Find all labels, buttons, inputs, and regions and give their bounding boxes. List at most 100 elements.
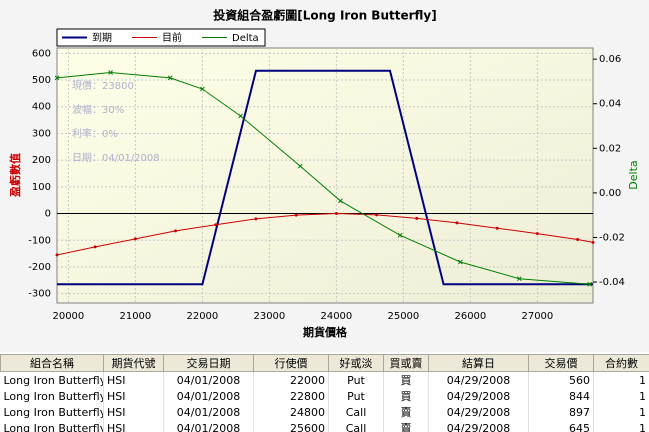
y-tick-label: -300 xyxy=(28,289,51,300)
y-tick-label: 500 xyxy=(32,75,51,86)
table-cell: Long Iron Butterfly xyxy=(0,404,104,420)
legend-label: Delta xyxy=(232,33,259,44)
table-cell: 04/29/2008 xyxy=(428,371,529,388)
column-header: 合約數 xyxy=(593,354,649,372)
point xyxy=(254,217,258,221)
column-header: 組合名稱 xyxy=(0,354,104,372)
annotation: 日期：04/01/2008 xyxy=(72,152,160,164)
point xyxy=(457,259,463,265)
y2-tick-label: 0.04 xyxy=(599,99,621,110)
table-cell: Long Iron Butterfly xyxy=(0,388,104,404)
point xyxy=(214,223,218,227)
table-cell: 04/29/2008 xyxy=(428,388,529,404)
table-cell: Call xyxy=(328,404,384,420)
table-cell: 04/29/2008 xyxy=(428,404,529,420)
y-axis-label: 盈虧數值 xyxy=(8,153,22,198)
x-tick-label: 23000 xyxy=(253,311,285,322)
table-cell: Long Iron Butterfly xyxy=(0,420,104,432)
x-tick-label: 21000 xyxy=(119,311,151,322)
point xyxy=(591,240,595,244)
annotation: 現價：23800 xyxy=(72,79,134,92)
table-row[interactable]: Long Iron Butterfly HSI 04/01/2008 25600 Cal… xyxy=(0,420,649,432)
point xyxy=(415,216,419,220)
chart-title: 投資組合盈虧圖[Long Iron Butterfly] xyxy=(213,8,436,23)
y-tick-label: -200 xyxy=(28,262,51,273)
table-cell: 賣 xyxy=(383,420,429,432)
table-cell: 賣 xyxy=(383,404,429,420)
chart: 投資組合盈虧圖[Long Iron Butterfly] 期貨價格 盈虧數值 D… xyxy=(0,0,649,352)
column-header: 交易日期 xyxy=(163,354,254,372)
x-tick-label: 27000 xyxy=(521,311,553,322)
point xyxy=(338,198,343,204)
plot-area xyxy=(56,47,594,304)
column-header: 期貨代號 xyxy=(103,354,164,372)
legend-label: 目前 xyxy=(162,31,182,44)
point xyxy=(238,113,243,119)
table-cell: Put xyxy=(328,388,384,404)
point xyxy=(516,276,522,282)
y2-tick-label: -0.04 xyxy=(599,277,625,288)
column-header: 交易價 xyxy=(528,354,594,372)
point xyxy=(294,213,298,217)
table-cell: 844 xyxy=(528,388,594,404)
point xyxy=(54,75,60,81)
table-cell: 1 xyxy=(593,404,649,420)
point xyxy=(375,213,379,217)
point xyxy=(167,75,173,81)
point xyxy=(334,212,338,216)
y-tick-label: 100 xyxy=(32,182,51,193)
point xyxy=(397,232,403,238)
x-tick-label: 26000 xyxy=(454,311,486,322)
table-cell: HSI xyxy=(103,420,164,432)
table-cell: 1 xyxy=(593,388,649,404)
y2-tick-label: -0.02 xyxy=(599,232,625,243)
y-tick-label: 200 xyxy=(32,155,51,166)
x-tick-label: 20000 xyxy=(52,311,84,322)
y2-tick-label: 0.06 xyxy=(599,54,621,65)
table-cell: 04/01/2008 xyxy=(163,404,254,420)
point xyxy=(587,281,593,287)
column-header: 行使價 xyxy=(253,354,329,372)
table-cell: Put xyxy=(328,371,384,388)
table-cell: 04/01/2008 xyxy=(163,388,254,404)
table-row[interactable]: Long Iron Butterfly HSI 04/01/2008 24800 Cal… xyxy=(0,404,649,420)
table-cell: 1 xyxy=(593,420,649,432)
point xyxy=(200,86,205,92)
y2-tick-label: 0.02 xyxy=(599,143,621,154)
point xyxy=(297,163,303,169)
table-cell: Call xyxy=(328,420,384,432)
point xyxy=(174,229,178,233)
y-tick-label: 300 xyxy=(32,128,51,139)
data-table: 組合名稱 期貨代號 交易日期 行使價 好或淡 買或賣 結算日 交易價 合約數 Long Iron … xyxy=(0,354,649,432)
x-tick-label: 24000 xyxy=(320,311,352,322)
table-row[interactable]: Long Iron Butterfly HSI 04/01/2008 22800 Put… xyxy=(0,388,649,404)
table-cell: 買 xyxy=(383,388,429,404)
table-cell: 645 xyxy=(528,420,594,432)
column-header: 買或賣 xyxy=(383,354,429,372)
table-cell: Long Iron Butterfly xyxy=(0,371,104,388)
table-cell: 04/01/2008 xyxy=(163,371,254,388)
table-cell: HSI xyxy=(103,404,164,420)
table-cell: 560 xyxy=(528,371,594,388)
table-cell: 22800 xyxy=(253,388,329,404)
table-row[interactable]: Long Iron Butterfly HSI 04/01/2008 22000 Put… xyxy=(0,371,649,388)
legend xyxy=(56,28,266,47)
y-tick-label: 600 xyxy=(32,48,51,59)
table-cell: 897 xyxy=(528,404,594,420)
y-tick-label: -100 xyxy=(28,235,51,246)
x-axis-label: 期貨價格 xyxy=(303,325,348,339)
column-header: 好或淡 xyxy=(328,354,384,372)
point xyxy=(93,245,97,249)
point xyxy=(55,253,59,257)
table-cell: HSI xyxy=(103,388,164,404)
x-tick-label: 25000 xyxy=(387,311,419,322)
table-cell: 24800 xyxy=(253,404,329,420)
table-cell: 25600 xyxy=(253,420,329,432)
point xyxy=(133,237,137,241)
point xyxy=(576,237,580,241)
y2-tick-label: 0.00 xyxy=(599,188,621,199)
y-tick-label: 0 xyxy=(45,209,51,220)
annotation: 波幅：30% xyxy=(72,103,124,116)
table-cell: 1 xyxy=(593,371,649,388)
